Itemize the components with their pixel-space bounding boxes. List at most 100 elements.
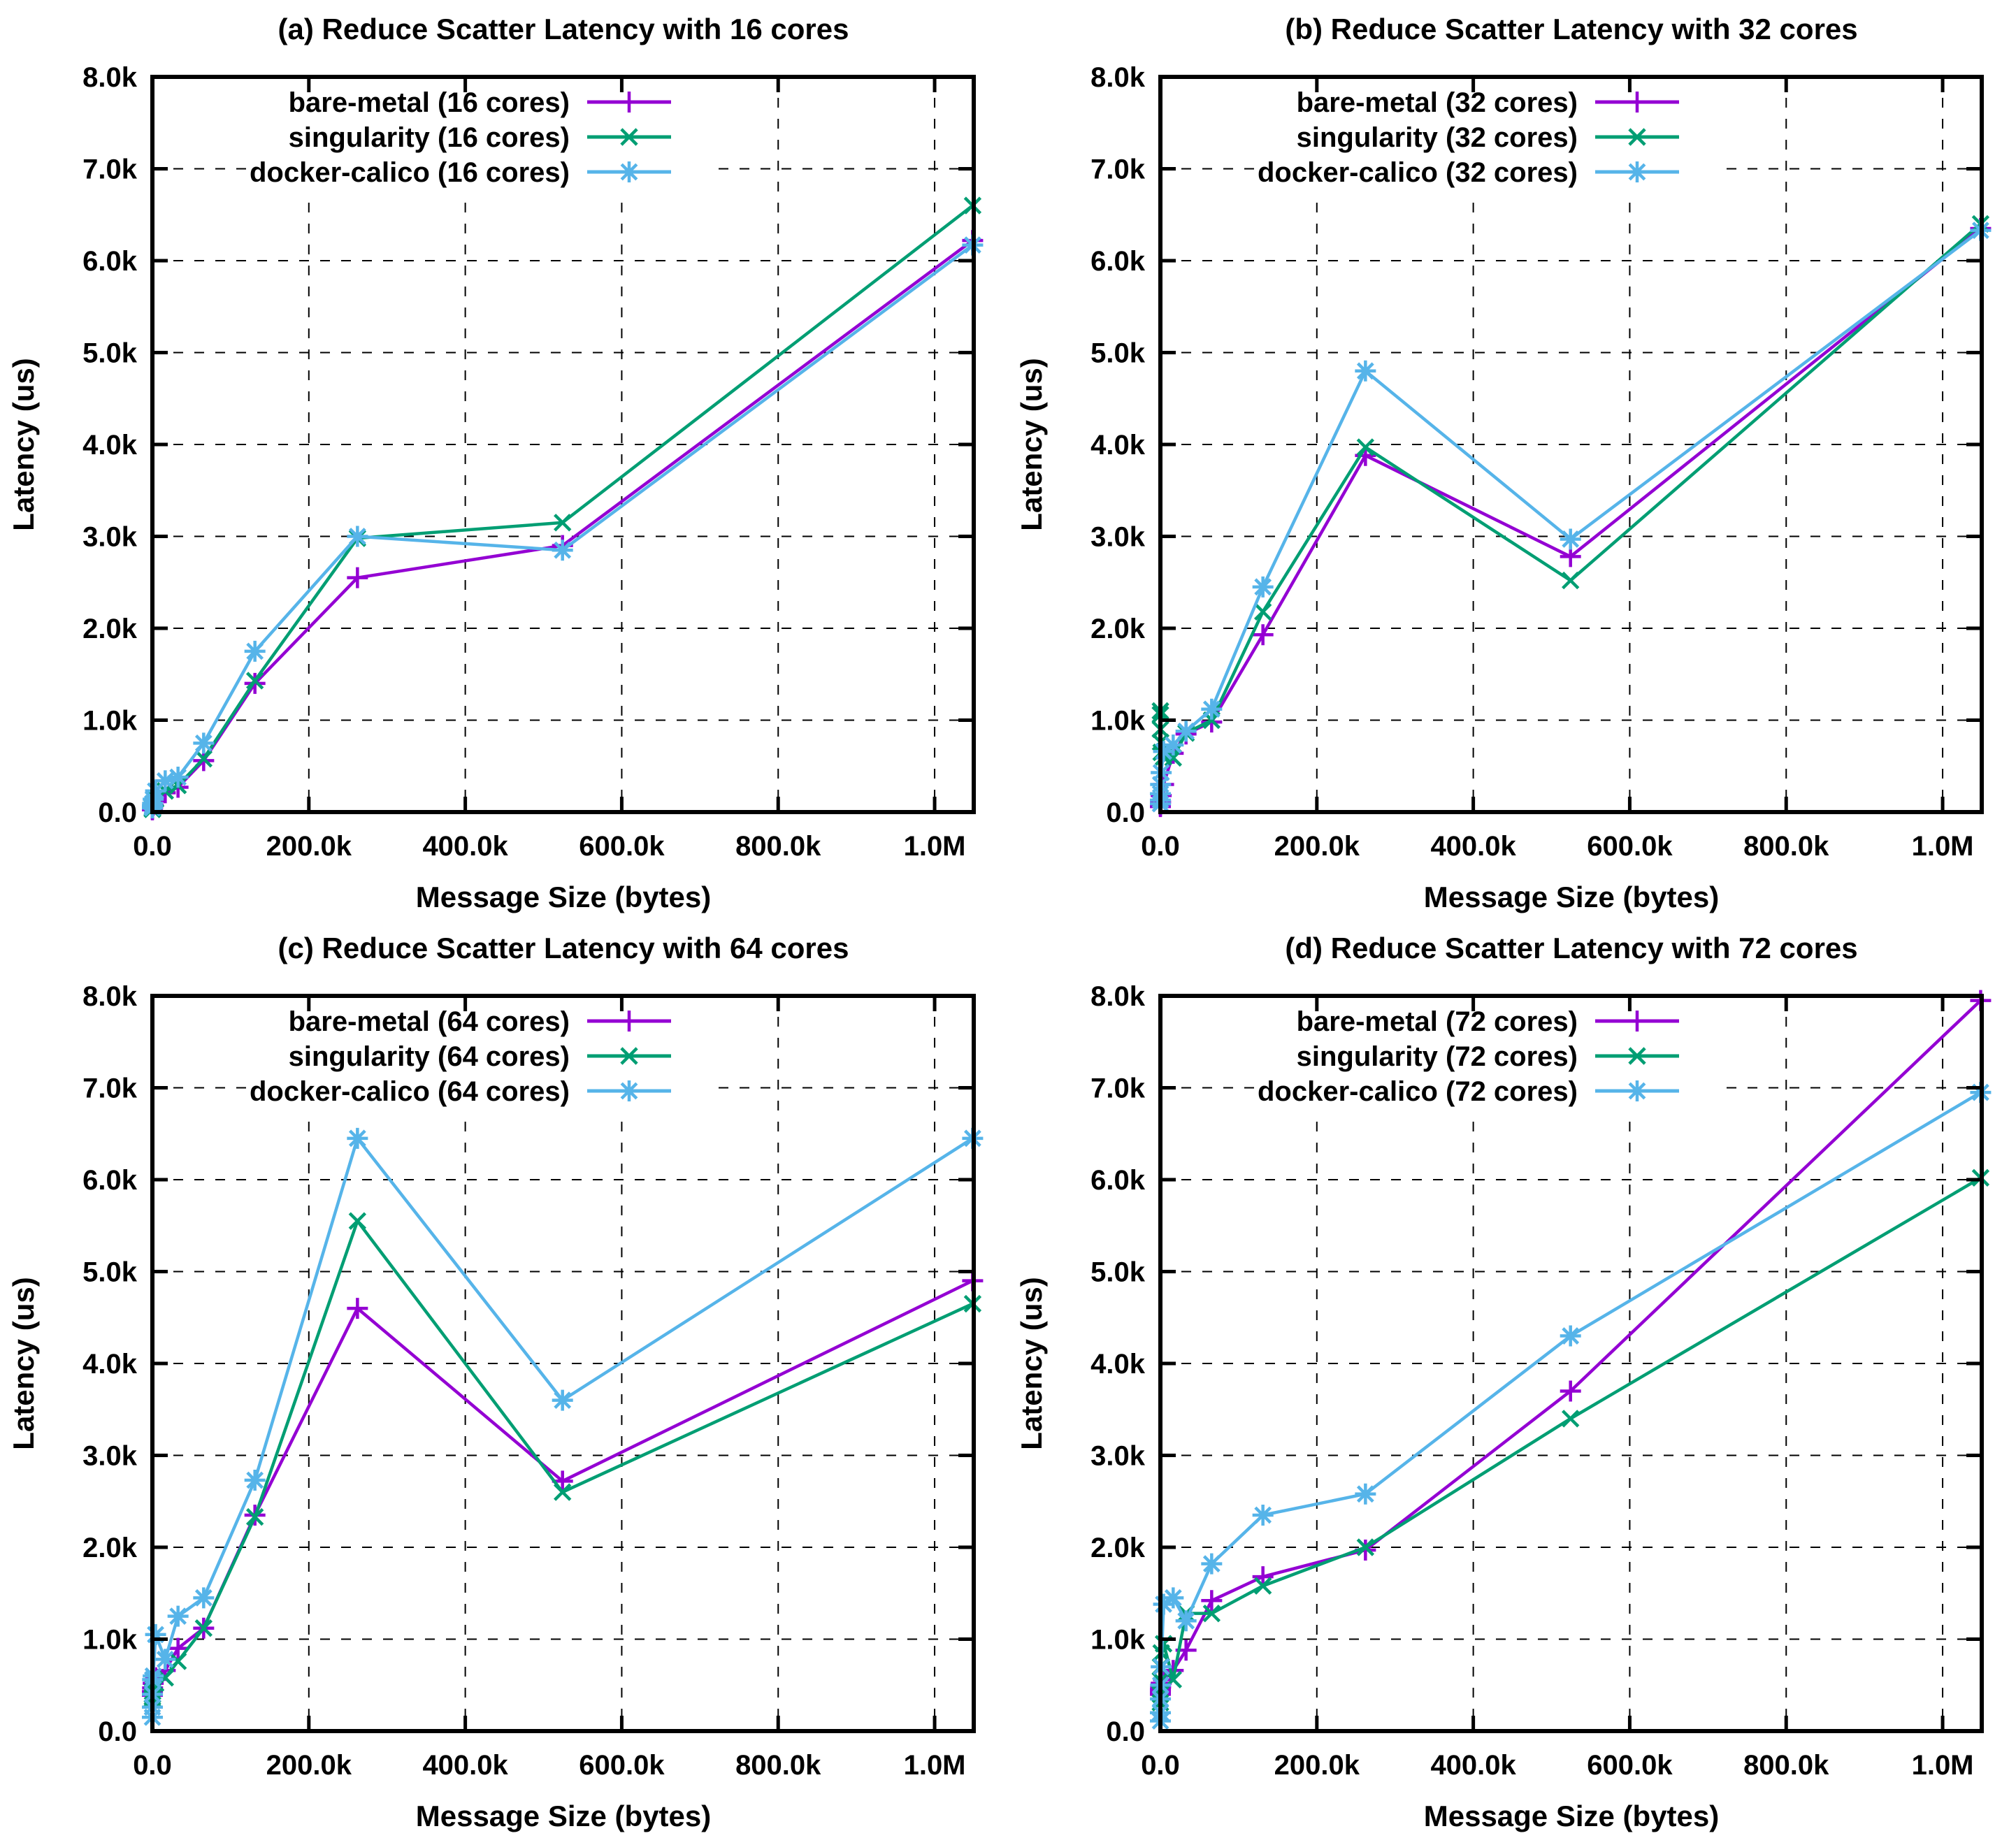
plus-icon: [1627, 92, 1648, 113]
x-tick-label: 0.0: [1141, 1750, 1180, 1781]
x-tick-label: 800.0k: [735, 1750, 821, 1781]
x-tick-label: 400.0k: [1430, 831, 1516, 862]
plus-marker: [347, 567, 368, 588]
chart-title: (c) Reduce Scatter Latency with 64 cores: [278, 932, 849, 964]
chart-panel-d: (d) Reduce Scatter Latency with 72 cores…: [1008, 919, 2016, 1838]
x-tick-label: 0.0: [1141, 831, 1180, 862]
asterisk-marker: [167, 767, 189, 788]
x-tick-label: 1.0M: [904, 1750, 966, 1781]
y-tick-label: 1.0k: [1090, 1625, 1146, 1656]
cross-marker: [245, 672, 264, 690]
x-tick-label: 200.0k: [266, 1750, 352, 1781]
chart-title: (a) Reduce Scatter Latency with 16 cores: [278, 13, 849, 45]
x-tick-label: 200.0k: [1274, 831, 1360, 862]
cross-marker: [1253, 1577, 1272, 1595]
x-tick-label: 800.0k: [735, 831, 821, 862]
plus-icon: [619, 92, 640, 113]
chart-c: (c) Reduce Scatter Latency with 64 cores…: [7, 932, 984, 1832]
y-tick-label: 5.0k: [82, 338, 138, 369]
chart-a: (a) Reduce Scatter Latency with 16 cores…: [7, 13, 984, 913]
y-tick-label: 2.0k: [1090, 614, 1146, 644]
x-tick-label: 1.0M: [904, 831, 966, 862]
chart-panel-c: (c) Reduce Scatter Latency with 64 cores…: [0, 919, 1008, 1838]
x-axis-label: Message Size (bytes): [1424, 881, 1720, 913]
y-tick-label: 3.0k: [82, 522, 138, 553]
chart-title: (d) Reduce Scatter Latency with 72 cores: [1285, 932, 1857, 964]
legend-label: singularity (64 cores): [289, 1041, 570, 1072]
chart-title: (b) Reduce Scatter Latency with 32 cores: [1285, 13, 1857, 45]
chart-b: (b) Reduce Scatter Latency with 32 cores…: [1015, 13, 1992, 913]
legend-label: bare-metal (32 cores): [1297, 87, 1578, 118]
asterisk-marker: [193, 732, 215, 754]
cross-marker: [348, 1212, 367, 1230]
asterisk-marker: [145, 1623, 166, 1645]
y-axis-label: Latency (us): [1015, 1277, 1048, 1449]
legend-label: bare-metal (64 cores): [289, 1006, 570, 1037]
x-tick-label: 1.0M: [1912, 1750, 1974, 1781]
y-tick-label: 3.0k: [1090, 1441, 1146, 1472]
plot-area: bare-metal (32 cores) singularity (32 cor…: [1090, 62, 1992, 862]
asterisk-marker: [1162, 1587, 1184, 1609]
asterisk-marker: [1201, 1553, 1223, 1575]
y-tick-label: 8.0k: [82, 981, 138, 1012]
y-tick-label: 1.0k: [82, 1625, 138, 1656]
x-tick-label: 0.0: [133, 1750, 172, 1781]
asterisk-marker: [1175, 721, 1197, 742]
x-tick-label: 600.0k: [579, 831, 665, 862]
y-tick-label: 8.0k: [82, 62, 138, 93]
y-tick-label: 0.0: [98, 797, 137, 828]
y-tick-label: 6.0k: [82, 246, 138, 277]
x-axis-label: Message Size (bytes): [416, 1800, 712, 1832]
x-tick-label: 400.0k: [1430, 1750, 1516, 1781]
cross-marker: [1562, 571, 1580, 590]
y-tick-label: 1.0k: [82, 706, 138, 737]
series-line-1: [1158, 1176, 1982, 1703]
y-tick-label: 0.0: [1106, 1716, 1145, 1747]
x-axis-label: Message Size (bytes): [416, 881, 712, 913]
legend-label: singularity (72 cores): [1297, 1041, 1578, 1072]
asterisk-marker: [1153, 1593, 1174, 1615]
y-tick-label: 0.0: [98, 1716, 137, 1747]
plus-marker: [1252, 624, 1274, 646]
asterisk-marker: [1560, 1325, 1581, 1347]
cross-marker: [1253, 602, 1272, 621]
cross-marker: [194, 750, 213, 768]
chart-d: (d) Reduce Scatter Latency with 72 cores…: [1015, 932, 1992, 1832]
y-axis-label: Latency (us): [7, 358, 40, 530]
asterisk-marker: [193, 1587, 215, 1609]
legend-label: singularity (32 cores): [1297, 122, 1578, 153]
y-tick-label: 7.0k: [1090, 154, 1146, 185]
y-tick-label: 7.0k: [82, 1073, 138, 1104]
cross-icon: [620, 1047, 638, 1065]
series-line-1: [1158, 222, 1982, 760]
series-line-2: [1158, 1091, 1982, 1721]
asterisk-marker: [244, 640, 266, 662]
y-tick-label: 5.0k: [82, 1257, 138, 1288]
x-tick-label: 400.0k: [422, 1750, 508, 1781]
chart-panel-a: (a) Reduce Scatter Latency with 16 cores…: [0, 0, 1008, 919]
y-tick-label: 6.0k: [1090, 1165, 1146, 1196]
asterisk-marker: [167, 1605, 189, 1627]
cross-icon: [1628, 128, 1646, 146]
asterisk-marker: [347, 526, 368, 547]
series-line-2: [150, 243, 974, 809]
cross-marker: [554, 1483, 572, 1501]
x-tick-label: 400.0k: [422, 831, 508, 862]
y-tick-label: 5.0k: [1090, 1257, 1146, 1288]
plot-area: bare-metal (64 cores) singularity (64 cor…: [82, 981, 984, 1781]
x-tick-label: 800.0k: [1743, 1750, 1829, 1781]
cross-marker: [245, 1507, 264, 1526]
asterisk-icon: [619, 161, 640, 182]
x-tick-label: 600.0k: [1587, 831, 1673, 862]
plot-area: bare-metal (72 cores) singularity (72 cor…: [1090, 981, 1992, 1781]
cross-icon: [1628, 1047, 1646, 1065]
legend-label: docker-calico (32 cores): [1258, 157, 1578, 188]
asterisk-marker: [1153, 741, 1174, 762]
asterisk-marker: [1560, 528, 1581, 550]
cross-marker: [1356, 438, 1375, 456]
series-line-2: [150, 1136, 974, 1718]
asterisk-marker: [1355, 360, 1376, 382]
y-axis-label: Latency (us): [7, 1277, 40, 1449]
y-tick-label: 6.0k: [1090, 246, 1146, 277]
